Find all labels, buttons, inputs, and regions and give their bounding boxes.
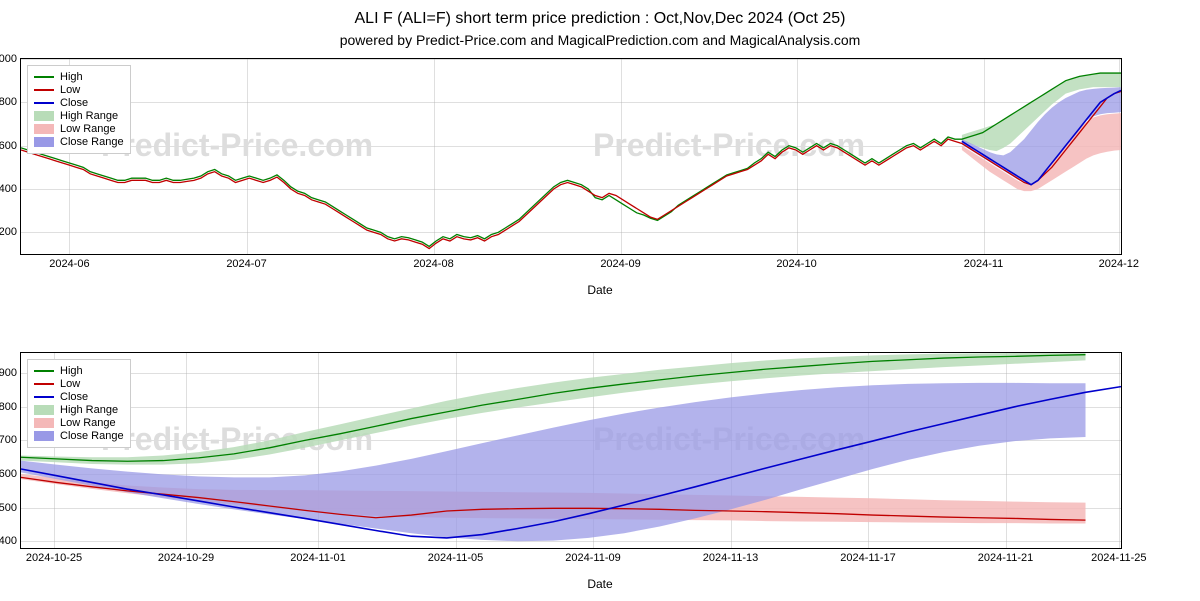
x-axis-label: Date (20, 577, 1180, 591)
top-chart: Predict-Price.comPredict-Price.com220024… (20, 58, 1122, 255)
bottom-chart-container: Price Predict-Price.comPredict-Price.com… (20, 352, 1180, 591)
legend: HighLowCloseHigh RangeLow RangeClose Ran… (27, 65, 131, 154)
chart-title: ALI F (ALI=F) short term price predictio… (10, 10, 1190, 28)
bottom-chart: Predict-Price.comPredict-Price.com240025… (20, 352, 1122, 549)
chart-subtitle: powered by Predict-Price.com and Magical… (10, 32, 1190, 48)
x-axis-label: Date (20, 283, 1180, 297)
top-chart-container: Price Predict-Price.comPredict-Price.com… (20, 58, 1180, 297)
legend: HighLowCloseHigh RangeLow RangeClose Ran… (27, 359, 131, 448)
